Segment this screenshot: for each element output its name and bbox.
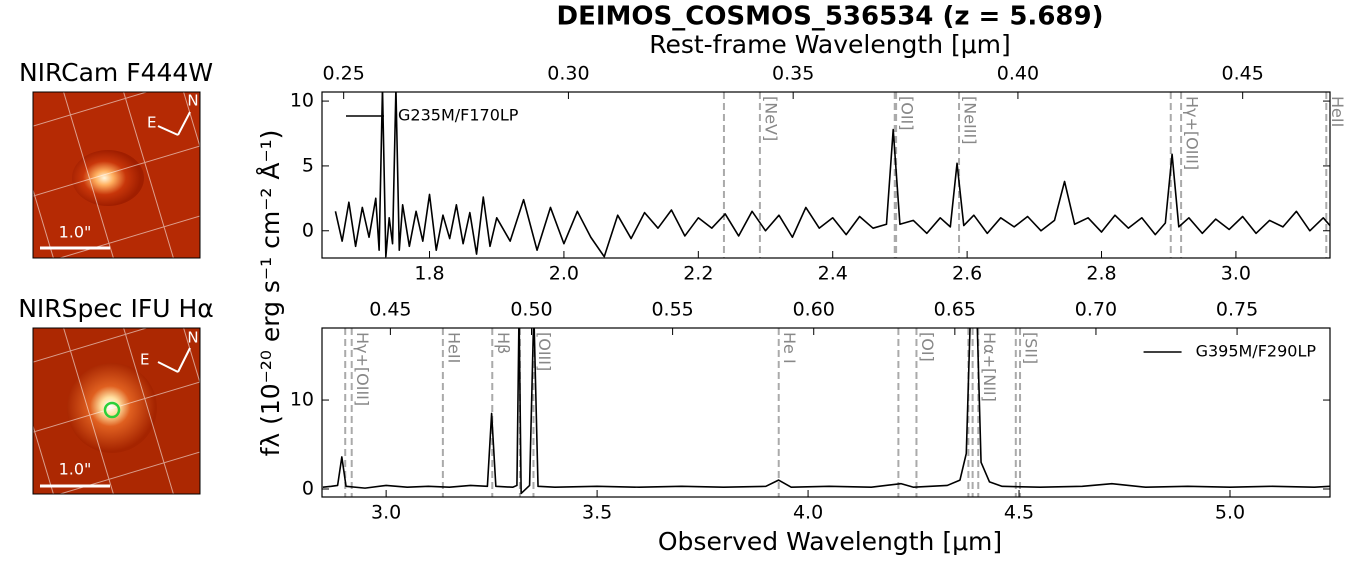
compass-north: N xyxy=(187,92,198,110)
legend-label: G395M/F290LP xyxy=(1196,342,1317,361)
x-tick-label: 3.0 xyxy=(1221,263,1251,285)
y-tick-label: 10 xyxy=(290,90,314,112)
plot-area xyxy=(334,92,1330,258)
top-axis-label: Rest-frame Wavelength [μm] xyxy=(649,30,1011,59)
x-axis-label: Observed Wavelength [μm] xyxy=(658,527,1002,556)
x-tick-label: 5.0 xyxy=(1215,502,1245,524)
y-tick-label: 0 xyxy=(302,219,314,241)
top-x-tick-label: 0.50 xyxy=(510,299,552,321)
image-frame xyxy=(32,327,201,495)
x-tick-label: 4.5 xyxy=(1004,502,1034,524)
y-tick-label: 10 xyxy=(290,389,314,411)
x-tick-label: 3.0 xyxy=(371,502,401,524)
line-label: Hβ xyxy=(494,332,513,354)
x-tick-label: 2.0 xyxy=(549,263,579,285)
top-x-tick-label: 0.55 xyxy=(651,299,693,321)
top-x-tick-label: 0.35 xyxy=(772,63,814,85)
top-x-tick-label: 0.30 xyxy=(547,63,589,85)
image-title: NIRSpec IFU Hα xyxy=(18,294,214,323)
source xyxy=(72,150,144,206)
line-label: [NeIII] xyxy=(961,96,980,144)
line-label: [OIII] xyxy=(535,332,554,371)
line-label: HeII xyxy=(1328,96,1347,127)
axes-frame xyxy=(321,91,1331,259)
line-label: [SII] xyxy=(1022,332,1041,364)
compass-east: E xyxy=(140,351,149,369)
top-x-tick-label: 0.25 xyxy=(323,63,365,85)
compass-north: N xyxy=(187,329,198,347)
line-label: HeII xyxy=(444,332,463,363)
x-tick-label: 1.8 xyxy=(414,263,444,285)
top-x-tick-label: 0.40 xyxy=(997,63,1039,85)
y-tick-label: 0 xyxy=(302,477,314,499)
compass-east: E xyxy=(147,114,156,132)
x-tick-label: 4.0 xyxy=(793,502,823,524)
x-tick-label: 2.4 xyxy=(818,263,848,285)
spectrum-line xyxy=(322,328,1330,495)
top-x-tick-label: 0.60 xyxy=(793,299,835,321)
scale-label: 1.0" xyxy=(59,223,92,242)
x-tick-label: 2.8 xyxy=(1086,263,1116,285)
line-label: Hα+[NII] xyxy=(980,332,999,402)
y-tick-label: 5 xyxy=(302,154,314,176)
legend-label: G235M/F170LP xyxy=(398,106,519,125)
line-label: [OII] xyxy=(898,96,917,131)
spectrum-line xyxy=(334,92,1330,258)
x-tick-label: 2.6 xyxy=(952,263,982,285)
coordinate-grid xyxy=(33,92,200,258)
top-x-tick-label: 0.75 xyxy=(1216,299,1258,321)
top-x-tick-label: 0.45 xyxy=(1222,63,1264,85)
compass xyxy=(157,347,191,373)
scale-label: 1.0" xyxy=(59,460,92,479)
aperture xyxy=(103,401,121,419)
y-axis-label: fλ (10⁻²⁰ erg s⁻¹ cm⁻² Å⁻¹) xyxy=(256,130,285,457)
line-label: Hγ+[OIII] xyxy=(353,332,372,406)
image-title: NIRCam F444W xyxy=(19,58,213,87)
top-x-tick-label: 0.70 xyxy=(1075,299,1117,321)
image-frame xyxy=(32,91,201,259)
x-tick-label: 2.2 xyxy=(683,263,713,285)
top-x-tick-label: 0.45 xyxy=(369,299,411,321)
image-panel: NIRSpec IFU Hα E N 1.0" xyxy=(18,294,214,495)
top-x-tick-label: 0.65 xyxy=(934,299,976,321)
plot-area xyxy=(322,328,1330,497)
line-label: He I xyxy=(780,332,799,364)
line-label: Hγ+[OIII] xyxy=(1183,96,1202,170)
chart-title: DEIMOS_COSMOS_536534 (z = 5.689) xyxy=(557,2,1104,32)
compass xyxy=(157,111,191,136)
axes-frame xyxy=(321,327,1331,498)
x-tick-label: 3.5 xyxy=(582,502,612,524)
line-label: [NeV] xyxy=(761,96,780,141)
image-panel: NIRCam F444W E N 1.0" xyxy=(19,58,213,259)
coordinate-grid xyxy=(33,328,200,494)
line-label: [OI] xyxy=(918,332,937,362)
